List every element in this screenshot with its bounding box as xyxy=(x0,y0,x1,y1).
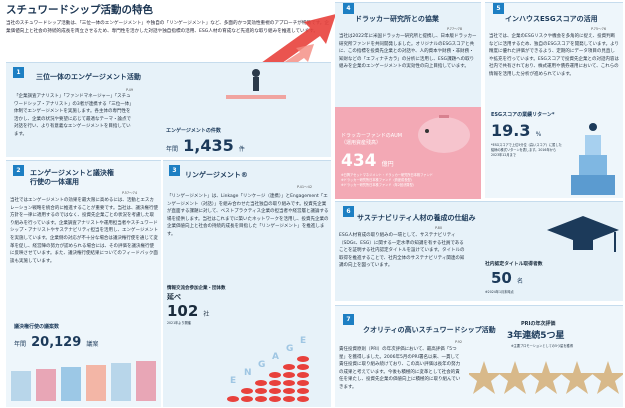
cylinder-disc xyxy=(283,364,295,370)
cylinder-disc xyxy=(283,380,295,386)
stat-line: 102 社 xyxy=(167,302,210,320)
stat-value: 3年連続5つ星 xyxy=(507,331,565,341)
item-body: 当社では、企業のESGリスクや機会を多角的に捉え、投資判断などに活用するため、独… xyxy=(489,34,620,77)
stat-label: 情報交流会参加企業・団体数 xyxy=(167,286,226,291)
item-number: 7 xyxy=(343,314,354,325)
page-ref: P.41〜42 xyxy=(297,185,313,189)
stat-line: 年間 20,129 議案 xyxy=(14,335,99,350)
piggy-bank-icon xyxy=(418,115,470,153)
stat-line: 50 名 xyxy=(491,269,523,287)
item-number: 4 xyxy=(343,3,354,14)
item-heading: リンゲージメント® xyxy=(185,171,248,179)
item-heading: ドラッカー研究所との協業 xyxy=(355,15,439,23)
card-esg-talent: 6 サステナビリティ人材の養成の仕組み P.80 ESG人材育成の取り組みの一環… xyxy=(335,201,623,301)
cylinder-disc xyxy=(255,396,267,402)
card-linkagement: 3 リンゲージメント® P.41〜42 「リンゲージメント」は、Linkage「… xyxy=(163,160,331,407)
cylinder-disc xyxy=(269,388,281,394)
cylinder-disc xyxy=(269,372,281,378)
page-ref: P.77〜78 xyxy=(447,27,463,31)
stat-label: ESGスコアの業績リターン* xyxy=(491,112,555,118)
item-body: 責任投資原則（PRI）の年次評価において、最高評価「5つ星」を獲得しました。20… xyxy=(339,347,461,390)
item-heading: エンゲージメントと議決権行使の一体運用 xyxy=(30,169,114,186)
letter-label: A xyxy=(272,352,279,362)
item-body: 「企業調査アナリスト」「ファンドマネージャー」「スチュワードシップ・アナリスト」… xyxy=(14,94,134,137)
stat-label: PRIの年次評価 xyxy=(521,321,556,327)
letter-label: N xyxy=(244,368,252,378)
letter-label: E xyxy=(230,376,236,386)
cylinder-disc xyxy=(297,388,309,394)
chairs-illustration xyxy=(11,361,156,401)
card-esg-score: 5 インハウスESGスコアの活用 P.75〜76 当社では、企業のESGリスクや… xyxy=(485,2,623,198)
page-title: スチュワードシップ活動の特色 xyxy=(6,4,153,16)
cylinder-disc xyxy=(269,380,281,386)
letter-label: E xyxy=(300,336,306,346)
drucker-stat-panel: ドラッカーファンドのAUM （運用資産残高） 434 億円 ※日興アセットマネジ… xyxy=(335,107,481,199)
cylinder-disc xyxy=(227,396,239,402)
cylinder-disc xyxy=(297,396,309,402)
page-ref: P.92 xyxy=(455,340,463,344)
stat-line: 19.3 % xyxy=(491,121,542,140)
item-heading: 三位一体のエンゲージメント活動 xyxy=(36,73,141,81)
stat-label: ドラッカーファンドのAUM （運用資産残高） xyxy=(341,133,403,146)
intro-text: 当社のスチュワードシップ活動は、「三位一体のエンゲージメント」や独自の「リンゲー… xyxy=(6,21,329,35)
cylinder-disc xyxy=(241,388,253,394)
letter-label: G xyxy=(258,360,265,370)
card-drucker: 4 ドラッカー研究所との協業 P.77〜78 当社は2022年に米国ドラッカー研… xyxy=(335,2,481,199)
stat-label: 議決権行使の議案数 xyxy=(14,324,60,330)
stat-note: *ESGスコアで上位5分位（高いスコア）に属した銘柄の株式リターンを表します。2… xyxy=(491,143,562,157)
cylinder-disc xyxy=(297,372,309,378)
stat-note: ※主要プロモーションとしての5つ星を獲得 xyxy=(511,344,573,348)
item-number: 6 xyxy=(343,206,354,217)
five-stars-graphic xyxy=(469,361,623,394)
cylinder-disc xyxy=(283,396,295,402)
graduation-cap-icon xyxy=(547,216,619,252)
item-body: ESG人材育成の取り組みの一環として、サステナビリティ（SDGs、ESG）に関す… xyxy=(339,233,465,269)
item-number: 2 xyxy=(13,165,24,176)
item-number: 5 xyxy=(493,3,504,14)
item-number: 3 xyxy=(169,165,180,176)
cylinder-disc xyxy=(283,388,295,394)
stat-note: ※2024年1月末時点 xyxy=(485,290,514,294)
cylinder-disc xyxy=(269,396,281,402)
item-body: 当社は2022年に米国ドラッカー研究所と提携し、日本版ドラッカー研究所ファンドを… xyxy=(339,34,477,70)
stat-note: 2021年より開催 xyxy=(167,321,191,325)
cylinder-disc xyxy=(297,364,309,370)
cylinder-disc xyxy=(297,380,309,386)
cylinder-disc xyxy=(297,356,309,362)
climbing-person-icon xyxy=(226,69,286,99)
cylinder-disc xyxy=(283,372,295,378)
stat-label: エンゲージメントの件数 xyxy=(166,128,221,134)
item-body: 当社ではエンゲージメントの効果を最大限に高めるには、活動とエスカレーション戦略を… xyxy=(10,198,158,264)
item-heading: インハウスESGスコアの活用 xyxy=(505,15,598,23)
stat-label: 社内認定タイトル取得者数 xyxy=(485,262,543,267)
letter-label: G xyxy=(286,344,293,354)
item-heading: サステナビリティ人材の養成の仕組み xyxy=(357,214,476,222)
page-ref: P.80 xyxy=(435,226,443,230)
page-ref: P.75〜76 xyxy=(591,27,607,31)
stat-line: 434 億円 xyxy=(341,151,394,171)
card-voting: 2 エンゲージメントと議決権行使の一体運用 P.57〜74 当社ではエンゲージメ… xyxy=(6,160,161,407)
cylinder-disc xyxy=(241,396,253,402)
cylinder-disc xyxy=(255,388,267,394)
page-ref: P.49 xyxy=(126,88,134,92)
cylinder-disc xyxy=(255,380,267,386)
card-quality: 7 クオリティの高いスチュワードシップ活動 P.92 責任投資原則（PRI）の年… xyxy=(335,305,623,407)
card-engagement: 1 三位一体のエンゲージメント活動 P.49 「企業調査アナリスト」「ファンドマ… xyxy=(6,62,331,157)
stat-prefix: 延べ xyxy=(167,293,181,301)
people-climbing-icon xyxy=(571,123,615,195)
item-number: 1 xyxy=(13,67,24,78)
stat-note: ※日興アセットマネジメント・ドラッカー研究所日本株ファンド ※ドラッカー研究所日… xyxy=(341,173,433,187)
item-heading: クオリティの高いスチュワードシップ活動 xyxy=(363,326,496,334)
item-body: 「リンゲージメント」は、Linkage「リンケージ（連携）」とEngagemen… xyxy=(167,194,329,237)
page-ref: P.57〜74 xyxy=(122,191,138,195)
stat-line: 年間 1,435 件 xyxy=(166,136,245,155)
